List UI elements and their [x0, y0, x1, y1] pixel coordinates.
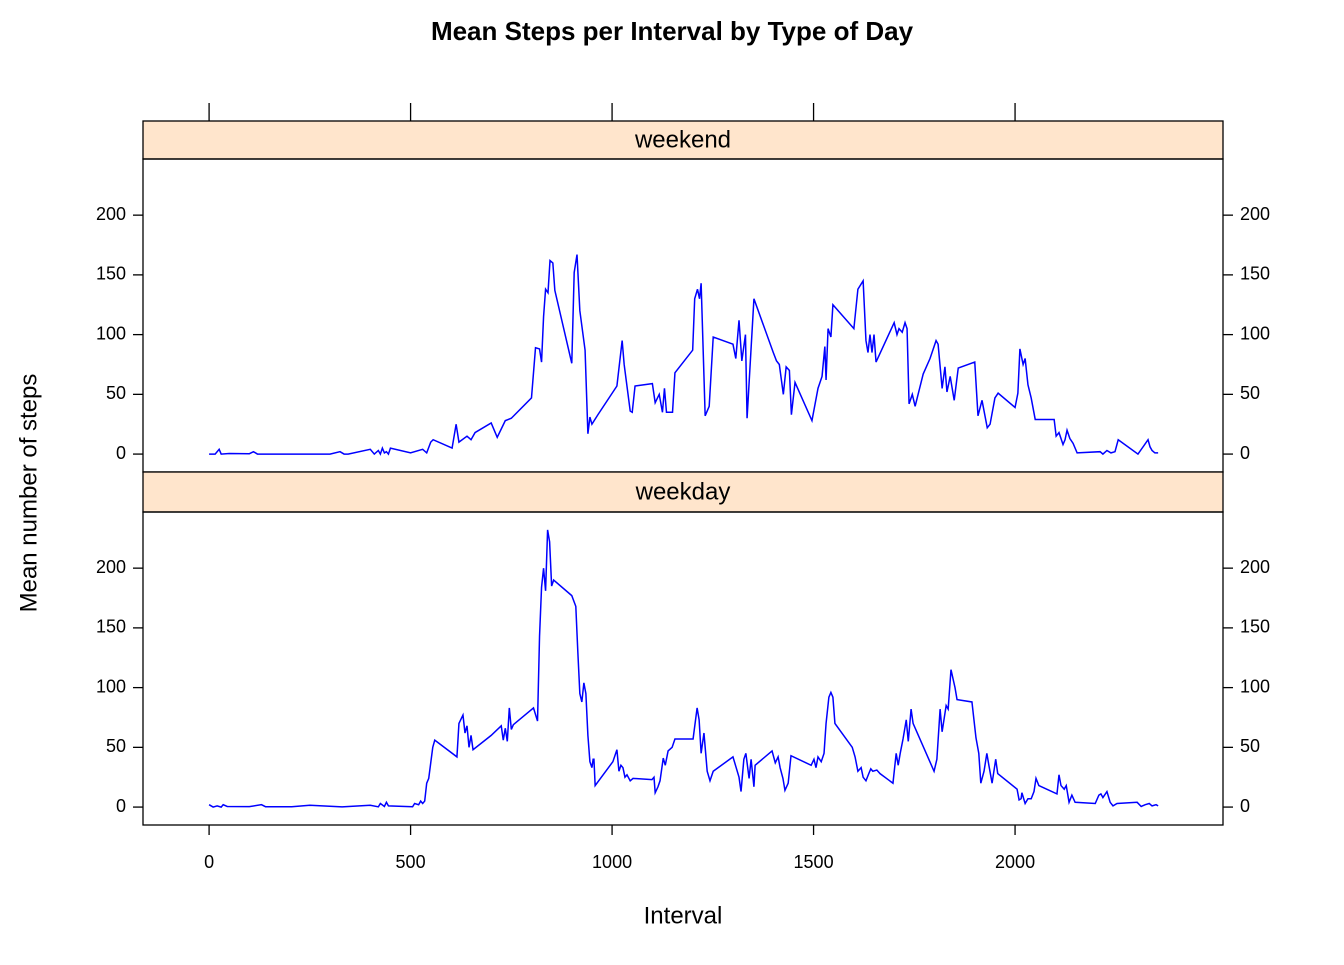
- y-tick-label: 150: [1240, 264, 1270, 284]
- y-tick-label: 0: [1240, 796, 1250, 816]
- y-tick-label: 100: [1240, 323, 1270, 343]
- y-tick-label: 150: [96, 264, 126, 284]
- x-tick-label: 2000: [995, 852, 1035, 872]
- y-tick-label: 150: [96, 617, 126, 637]
- y-tick-label: 100: [96, 323, 126, 343]
- y-tick-label: 0: [116, 796, 126, 816]
- y-tick-label: 100: [96, 676, 126, 696]
- y-tick-label: 50: [1240, 736, 1260, 756]
- y-tick-label: 50: [1240, 383, 1260, 403]
- y-tick-label: 50: [106, 736, 126, 756]
- y-tick-label: 50: [106, 383, 126, 403]
- x-tick-label: 1500: [794, 852, 834, 872]
- y-tick-label: 200: [1240, 204, 1270, 224]
- x-tick-label: 500: [396, 852, 426, 872]
- y-tick-label: 200: [96, 204, 126, 224]
- x-tick-label: 0: [204, 852, 214, 872]
- y-tick-label: 0: [116, 443, 126, 463]
- panel-frame: [142, 158, 1224, 473]
- x-axis-label: Interval: [644, 902, 723, 929]
- panel-frame: [142, 511, 1224, 826]
- y-tick-label: 150: [1240, 617, 1270, 637]
- strip-label: weekday: [635, 478, 731, 505]
- data-line: [208, 529, 1159, 808]
- y-tick-label: 100: [1240, 676, 1270, 696]
- y-tick-label: 0: [1240, 443, 1250, 463]
- y-axis-label: Mean number of steps: [15, 374, 42, 613]
- chart-title: Mean Steps per Interval by Type of Day: [431, 16, 914, 46]
- strip: [142, 120, 1224, 160]
- strip-label: weekend: [634, 126, 731, 153]
- y-tick-label: 200: [1240, 557, 1270, 577]
- strip: [142, 471, 1224, 513]
- x-tick-label: 1000: [592, 852, 632, 872]
- data-line: [209, 254, 1159, 456]
- y-tick-label: 200: [96, 557, 126, 577]
